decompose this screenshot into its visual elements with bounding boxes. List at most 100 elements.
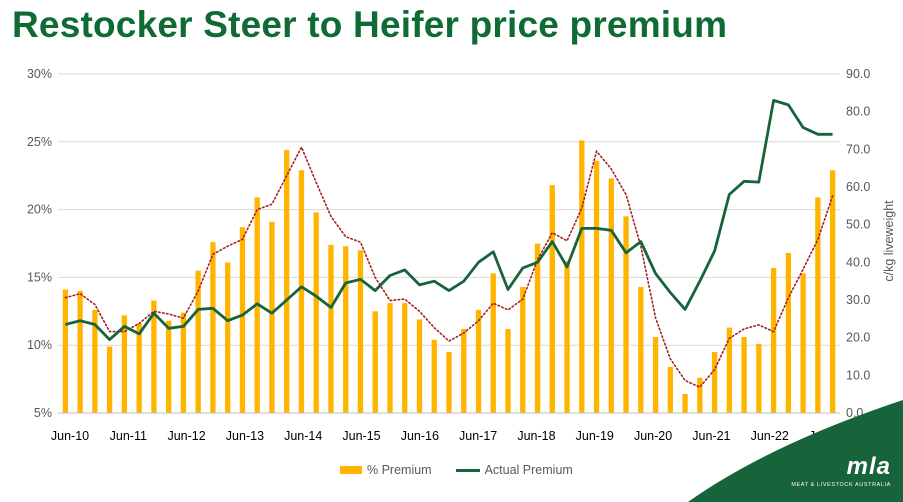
bar xyxy=(77,290,83,413)
bar xyxy=(697,377,703,413)
x-tick-label: Jun-18 xyxy=(517,429,555,443)
bar xyxy=(62,289,69,413)
bar xyxy=(652,337,659,413)
x-tick-label: Jun-17 xyxy=(459,429,497,443)
y-left-tick-label: 10% xyxy=(27,338,52,352)
x-tick-label: Jun-14 xyxy=(284,429,322,443)
legend-item-actual: Actual Premium xyxy=(455,463,573,477)
bar xyxy=(225,262,231,413)
bar xyxy=(151,300,157,413)
bar xyxy=(431,339,437,413)
y-right-tick-label: 20.0 xyxy=(846,331,870,345)
x-tick-label: Jun-12 xyxy=(167,429,205,443)
bar xyxy=(136,323,142,413)
x-tick-label: Jun-10 xyxy=(51,429,89,443)
x-tick-label: Jun-22 xyxy=(751,429,789,443)
x-tick-label: Jun-21 xyxy=(692,429,730,443)
legend-item-premium: % Premium xyxy=(340,463,432,477)
bar xyxy=(579,140,585,413)
y-right-tick-label: 90.0 xyxy=(846,67,870,81)
bar xyxy=(756,343,762,413)
bar xyxy=(357,250,364,413)
bar xyxy=(608,178,614,413)
bar xyxy=(711,351,718,413)
y-left-tick-label: 15% xyxy=(27,270,52,284)
bar xyxy=(92,309,98,413)
bar xyxy=(372,311,378,413)
bar xyxy=(667,366,673,413)
y-left-tick-label: 30% xyxy=(27,67,52,81)
y-left-tick-label: 5% xyxy=(34,406,52,420)
bar xyxy=(829,170,836,413)
gridlines xyxy=(58,73,840,346)
logo-subtext: MEAT & LIVESTOCK AUSTRALIA xyxy=(791,482,891,488)
bar xyxy=(638,286,644,413)
bar xyxy=(564,261,570,413)
y-left-tick-label: 20% xyxy=(27,203,52,217)
bar xyxy=(239,227,246,413)
bar xyxy=(726,327,732,413)
bar xyxy=(269,221,275,413)
bar xyxy=(313,212,319,413)
bar xyxy=(106,346,113,413)
bar xyxy=(593,160,600,413)
bar xyxy=(623,216,629,413)
mla-logo: mla MEAT & LIVESTOCK AUSTRALIA xyxy=(791,453,891,488)
bar xyxy=(800,273,806,413)
bar xyxy=(785,252,792,413)
legend-label-premium: % Premium xyxy=(367,463,432,477)
bar xyxy=(682,394,688,413)
y-right-tick-label: 60.0 xyxy=(846,180,870,194)
x-tick-label: Jun-19 xyxy=(576,429,614,443)
bar-series-premium xyxy=(62,140,836,413)
legend-swatch-bar xyxy=(340,466,362,474)
bar xyxy=(534,243,541,413)
bar xyxy=(328,244,334,413)
bar xyxy=(121,315,128,413)
y-right-tick-label: 40.0 xyxy=(846,255,870,269)
bar xyxy=(505,328,511,413)
bar xyxy=(475,309,482,413)
trend-dotted-line xyxy=(64,145,834,389)
y-left-axis: 5% 10% 15% 20% 25% 30% xyxy=(27,67,52,420)
bar xyxy=(210,242,216,413)
bar xyxy=(343,246,349,413)
bar xyxy=(520,286,526,413)
bar xyxy=(461,328,467,413)
y-right-tick-label: 50.0 xyxy=(846,218,870,232)
bar xyxy=(180,312,187,413)
y-right-tick-label: 80.0 xyxy=(846,105,870,119)
logo-text: mla xyxy=(846,453,891,480)
bar xyxy=(549,185,555,413)
legend: % Premium Actual Premium xyxy=(340,463,573,477)
x-tick-label: Jun-11 xyxy=(110,429,147,443)
bar xyxy=(387,303,393,413)
bar xyxy=(770,267,777,413)
actual-premium-line xyxy=(65,99,833,342)
page-title: Restocker Steer to Heifer price premium xyxy=(12,4,728,45)
bar xyxy=(402,303,408,413)
y-right-tick-label: 70.0 xyxy=(846,142,870,156)
bar xyxy=(490,273,496,413)
bar xyxy=(298,170,305,413)
x-tick-label: Jun-15 xyxy=(342,429,380,443)
legend-swatch-line xyxy=(455,468,480,472)
y-left-tick-label: 25% xyxy=(27,135,52,149)
bar xyxy=(416,319,423,413)
y-right-axis: 0.010.020.030.040.050.060.070.080.090.0 xyxy=(846,67,870,420)
y-right-tick-label: 30.0 xyxy=(846,293,870,307)
bar xyxy=(166,320,172,413)
bar xyxy=(446,351,452,413)
legend-label-actual: Actual Premium xyxy=(484,463,573,477)
y-right-tick-label: 10.0 xyxy=(846,368,870,382)
corner-banner xyxy=(688,400,903,502)
bar xyxy=(284,149,290,413)
x-tick-label: Jun-16 xyxy=(401,429,439,443)
bar xyxy=(741,337,747,413)
bar xyxy=(815,197,821,413)
y-right-axis-label: c/kg liveweight xyxy=(882,200,896,282)
x-tick-label: Jun-13 xyxy=(226,429,264,443)
x-tick-label: Jun-20 xyxy=(634,429,672,443)
bar xyxy=(195,270,201,413)
